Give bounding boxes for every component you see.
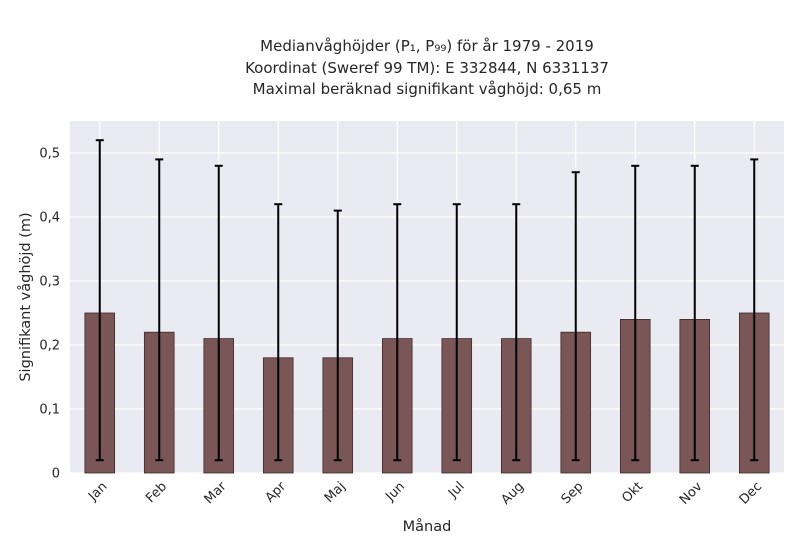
plot-area — [70, 121, 784, 473]
title-line-1: Medianvåghöjder (P₁, P₉₉) för år 1979 - … — [260, 37, 594, 55]
error-bar — [631, 164, 640, 462]
error-bar — [750, 158, 759, 462]
x-tick-label: Sep — [559, 479, 587, 507]
y-tick-label: 0 — [52, 467, 60, 482]
x-tick-label: Maj — [322, 479, 349, 506]
error-bar — [512, 203, 521, 462]
y-axis-label: Signifikant våghöjd (m) — [17, 212, 34, 381]
y-tick-label: 0,1 — [39, 403, 60, 418]
x-tick-label: Nov — [677, 479, 706, 508]
y-tick-label: 0,4 — [39, 211, 60, 226]
chart-title: Medianvåghöjder (P₁, P₉₉) för år 1979 - … — [245, 37, 609, 98]
x-axis-label: Månad — [403, 518, 452, 535]
error-bar — [571, 171, 580, 462]
error-bar — [214, 164, 223, 462]
x-tick-label: Jan — [85, 479, 110, 504]
y-tick-label: 0,3 — [39, 275, 60, 290]
error-bar — [95, 139, 104, 462]
error-bars — [95, 139, 759, 462]
error-bar — [333, 209, 342, 462]
error-bar — [690, 164, 699, 462]
title-line-3: Maximal beräknad signifikant våghöjd: 0,… — [253, 80, 602, 98]
x-tick-label: Aug — [499, 479, 528, 508]
error-bar — [452, 203, 461, 462]
x-axis-ticks: Jan Feb Mar Apr Maj Jun Jul Aug Sep Okt Nov Dec — [85, 479, 765, 508]
y-tick-label: 0,2 — [39, 339, 60, 354]
error-bar — [274, 203, 283, 462]
error-bar — [155, 158, 164, 462]
error-bar — [393, 203, 402, 462]
x-tick-label: Okt — [619, 479, 646, 506]
x-tick-label: Apr — [263, 479, 290, 506]
x-tick-label: Jun — [382, 479, 408, 505]
title-line-2: Koordinat (Sweref 99 TM): E 332844, N 63… — [245, 59, 609, 77]
x-tick-label: Feb — [143, 479, 170, 506]
x-tick-label: Jul — [445, 479, 467, 501]
y-tick-label: 0,5 — [39, 147, 60, 162]
x-tick-label: Mar — [202, 479, 230, 507]
x-tick-label: Dec — [737, 479, 765, 507]
y-axis-ticks: 0 0,1 0,2 0,3 0,4 0,5 — [39, 147, 60, 482]
